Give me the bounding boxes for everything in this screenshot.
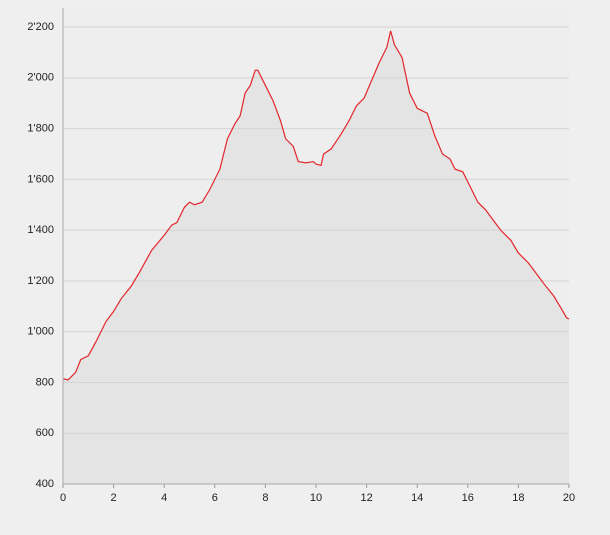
y-tick-label: 1'600	[27, 173, 54, 185]
y-tick-label: 1'400	[27, 224, 54, 236]
x-tick-label: 10	[310, 492, 322, 504]
x-tick-label: 18	[512, 492, 524, 504]
y-tick-label: 1'800	[27, 122, 54, 134]
y-tick-label: 1'200	[27, 275, 54, 287]
y-tick-label: 2'200	[27, 21, 54, 33]
x-tick-label: 6	[212, 492, 218, 504]
x-tick-label: 12	[360, 492, 372, 504]
x-tick-label: 20	[563, 492, 575, 504]
y-tick-label: 2'000	[27, 72, 54, 84]
x-tick-label: 16	[462, 492, 474, 504]
y-tick-label: 800	[36, 376, 54, 388]
y-tick-label: 400	[36, 478, 54, 490]
y-tick-label: 600	[36, 427, 54, 439]
x-tick-label: 0	[60, 492, 66, 504]
x-tick-label: 14	[411, 492, 423, 504]
x-tick-label: 8	[262, 492, 268, 504]
y-tick-label: 1'000	[27, 326, 54, 338]
elevation-line	[62, 30, 570, 381]
x-tick-label: 4	[161, 492, 167, 504]
x-tick-label: 2	[111, 492, 117, 504]
area-fill	[63, 30, 569, 485]
